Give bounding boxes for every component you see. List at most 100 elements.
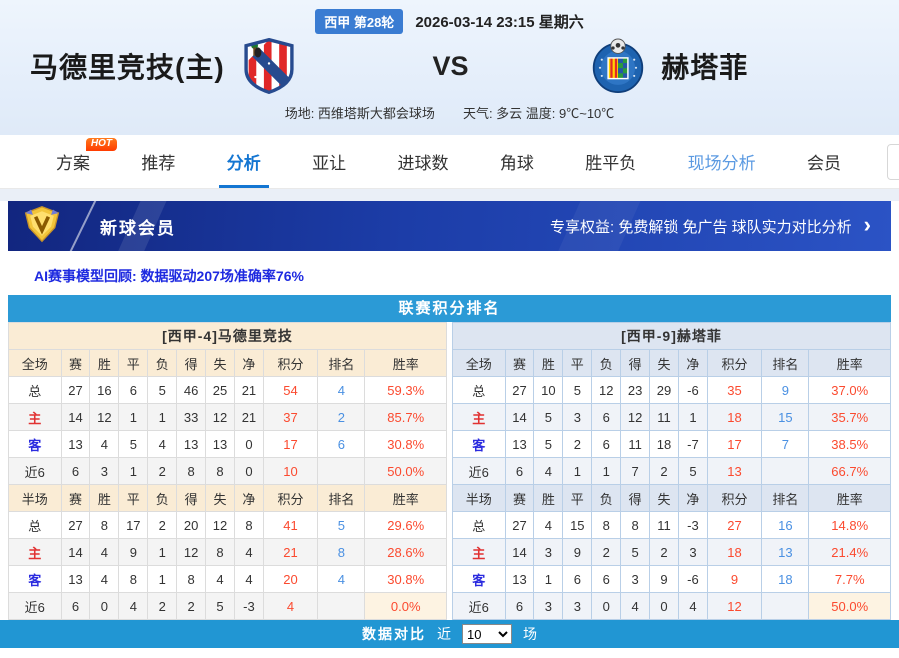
member-benefits-text: 专享权益: 免费解锁 免广告 球队实力对比分析 [549,218,852,236]
nav-divider-strip [0,189,899,201]
table-cell: 8 [118,565,149,593]
table-cell: 客 [452,565,506,593]
table-cell: 18 [706,403,763,431]
table-cell: 20 [262,565,319,593]
table-row: 近6 6 3 3 0 4 0 4 12 50.0% [452,592,891,620]
away-standings-table: [西甲-9]赫塔菲 全场赛胜平负得失净积分 排名 胜率总 27 10 5 12 23 29 -6 35… [452,322,891,620]
table-cell: 29.6% [364,511,447,539]
table-cell: 1 [147,538,178,566]
banner-slash-decor [69,201,97,251]
table-cell: 12 [620,403,651,431]
table-row: 主 14 5 3 6 12 11 1 18 15 35.7% [452,403,891,431]
data-compare-bar: 数据对比 近 10 场 [0,620,899,648]
venue-weather-row: 场地: 西维塔斯大都会球场 天气: 多云 温度: 9℃~10℃ [0,103,899,122]
table-cell: 18 [761,565,810,593]
column-header: 胜率 [364,484,447,512]
table-cell: 46 [176,376,207,404]
table-row: 近6 6 0 4 2 2 5 -3 4 0.0% [8,592,447,620]
table-cell: 5 [118,430,149,458]
column-header: 胜 [89,484,120,512]
table-cell: 12 [205,403,235,431]
table-cell: 3 [533,592,564,620]
table-row: 客 13 5 2 6 11 18 -7 17 7 38.5% [452,430,891,458]
table-cell [761,457,810,485]
table-cell: 主 [452,403,506,431]
tab-corners[interactable]: 角球 [499,154,534,173]
table-cell: 0 [649,592,679,620]
table-cell: 4 [89,538,120,566]
table-cell: 8 [205,457,235,485]
ai-model-review-link[interactable]: AI赛事模型回顾: 数据驱动207场准确率76% [34,268,304,284]
table-cell: 4 [89,430,120,458]
table-cell: 近6 [8,592,62,620]
table-cell [761,592,810,620]
column-header: 赛 [60,484,91,512]
table-cell: 5 [620,538,651,566]
tab-asian-handicap[interactable]: 亚让 [312,154,347,173]
table-cell: 近6 [8,457,62,485]
tab-recommend[interactable]: 推荐 [141,154,176,173]
tab-win-draw-lose[interactable]: 胜平负 [585,154,637,173]
table-cell: 17 [262,430,319,458]
column-header: 净 [677,349,708,377]
table-cell: 1 [118,457,149,485]
table-cell: 8 [176,565,207,593]
table-cell: 2 [147,511,178,539]
tab-plans[interactable]: 方案 HOT [56,135,117,188]
table-cell: 0 [233,430,264,458]
table-cell: 50.0% [364,457,447,485]
away-team: 赫塔菲 [469,38,871,94]
table-cell: 85.7% [364,403,447,431]
column-header: 胜率 [808,484,891,512]
league-round-badge: 西甲 第28轮 [315,9,404,34]
getafe-crest-icon [591,38,645,94]
table-cell: 21 [233,403,264,431]
table-cell: 66.7% [808,457,891,485]
table-cell: 4 [677,592,708,620]
table-cell: 总 [452,376,506,404]
table-cell: 6 [317,430,366,458]
table-cell: 9 [118,538,149,566]
table-cell: 37 [262,403,319,431]
table-cell: 4 [118,592,149,620]
tab-goals[interactable]: 进球数 [397,154,449,173]
table-cell: 总 [452,511,506,539]
table-cell: 35 [706,376,763,404]
column-header: 平 [118,484,149,512]
table-cell: 4 [533,457,564,485]
table-cell: 客 [452,430,506,458]
table-cell: 6 [60,457,91,485]
table-cell: 27 [706,511,763,539]
table-cell: 21 [233,376,264,404]
nav-edge-button[interactable] [887,144,899,180]
table-cell: 11 [649,511,679,539]
table-cell: 主 [8,538,62,566]
column-header: 排名 [317,484,366,512]
tab-member[interactable]: 会员 [807,154,841,173]
tab-analysis[interactable]: 分析 [218,135,269,188]
table-cell: 4 [233,565,264,593]
table-cell: -3 [677,511,708,539]
table-cell: 11 [649,403,679,431]
column-header: 积分 [262,484,319,512]
teams-row: 马德里竞技(主) [0,34,899,94]
column-header: 得 [176,349,207,377]
table-cell: 9 [562,538,593,566]
table-cell: 1 [147,403,178,431]
table-cell: 12 [706,592,763,620]
table-cell: 10 [533,376,564,404]
table-cell: 15 [562,511,593,539]
team-title: [西甲-4]马德里竞技 [8,322,447,350]
table-row: 总 27 10 5 12 23 29 -6 35 9 37.0% [452,376,891,404]
member-banner[interactable]: 新球会员 专享权益: 免费解锁 免广告 球队实力对比分析 › [8,201,891,251]
table-cell: 12 [89,403,120,431]
table-cell: 5 [205,592,235,620]
member-banner-title: 新球会员 [100,218,176,238]
column-header: 排名 [317,349,366,377]
tab-live-analysis[interactable]: 现场分析 [687,154,756,173]
table-cell: 7 [620,457,651,485]
recent-matches-select[interactable]: 10 [462,624,512,644]
column-header: 净 [233,349,264,377]
table-cell: 9 [649,565,679,593]
table-cell: 2 [649,457,679,485]
